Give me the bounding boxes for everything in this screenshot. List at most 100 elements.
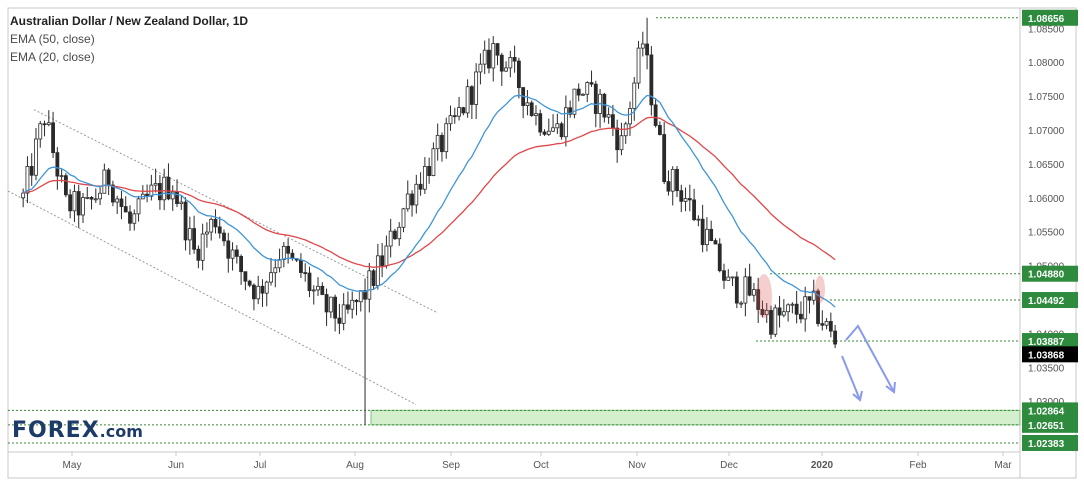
candle-body	[508, 57, 513, 69]
candle-body	[410, 193, 414, 206]
candle-body	[29, 166, 34, 176]
candle-body	[760, 309, 765, 316]
candle-body	[354, 299, 359, 303]
candle-body	[179, 201, 184, 205]
x-tick-label: Jul	[254, 460, 267, 471]
candle-body	[811, 290, 816, 301]
candle-body	[93, 198, 98, 201]
candle-body	[773, 307, 778, 335]
candle-body	[205, 231, 209, 235]
price-level-label: 1.08656	[1028, 14, 1065, 25]
price-level-label: 1.04492	[1028, 296, 1065, 307]
candle-body	[726, 276, 731, 281]
y-tick-label: 1.08000	[1028, 58, 1065, 69]
candle-body	[606, 114, 611, 118]
candle-body	[516, 60, 521, 88]
candle-body	[534, 113, 538, 116]
candle-body	[350, 299, 355, 310]
candle-body	[628, 108, 632, 125]
candle-body	[448, 115, 453, 125]
candle-body	[777, 307, 782, 316]
candle-body	[166, 176, 171, 200]
candle-body	[700, 218, 705, 246]
candle-body	[636, 47, 641, 84]
candle-body	[764, 309, 769, 316]
current-price-label: 1.03868	[1028, 350, 1065, 361]
candle-body	[666, 181, 671, 192]
candle-body	[427, 166, 432, 176]
x-tick-label: Aug	[346, 460, 364, 471]
x-tick-label: Oct	[533, 460, 549, 471]
projection-arrowhead	[885, 381, 896, 394]
y-tick-label: 1.06000	[1028, 194, 1065, 205]
price-level-tag	[1022, 9, 1078, 26]
candle-body	[794, 303, 799, 315]
candle-body	[491, 43, 496, 69]
candle-body	[128, 211, 132, 224]
candle-body	[34, 138, 38, 176]
candle-body	[563, 107, 568, 138]
candle-body	[397, 226, 402, 240]
x-tick-label: Mar	[994, 460, 1012, 471]
candle-body	[585, 82, 590, 95]
candle-body	[799, 313, 803, 320]
candle-body	[324, 294, 329, 313]
candle-body	[286, 245, 291, 254]
candle-body	[542, 131, 547, 135]
projection-arrowhead	[852, 390, 863, 402]
candle-body	[264, 281, 269, 294]
projection-arrow-left	[841, 355, 861, 401]
chart-title: Australian Dollar / New Zealand Dollar, …	[10, 14, 249, 28]
candle-body	[807, 296, 812, 301]
candle-body	[696, 218, 701, 221]
candle-body	[679, 190, 684, 202]
candle-body	[380, 255, 385, 266]
candle-body	[226, 240, 231, 259]
candle-body	[739, 302, 743, 305]
ema20-line	[22, 94, 836, 308]
candle-body	[431, 148, 436, 176]
candle-body	[222, 232, 226, 242]
candle-body	[833, 330, 838, 345]
candle-body	[469, 86, 474, 105]
candle-body	[21, 192, 26, 199]
candle-body	[709, 228, 714, 242]
chart-frame	[7, 7, 1077, 479]
candle-body	[281, 245, 286, 260]
price-level-label: 1.04880	[1028, 270, 1065, 281]
candle-body	[687, 198, 692, 201]
candle-body	[551, 127, 555, 132]
candle-body	[303, 272, 308, 274]
price-level-tag	[1022, 333, 1078, 350]
candle-body	[247, 280, 252, 286]
candle-body	[328, 296, 333, 313]
candle-body	[42, 123, 47, 126]
candle-body	[234, 249, 239, 257]
candle-body	[670, 168, 675, 192]
candle-body	[457, 107, 461, 117]
candle-body	[512, 57, 517, 62]
candle-body	[273, 267, 278, 274]
projection-arrow-right	[845, 324, 895, 393]
candle-body	[183, 201, 188, 241]
candle-body	[662, 134, 667, 182]
candle-body	[722, 270, 726, 281]
candle-body	[581, 93, 585, 96]
candle-body	[98, 192, 102, 200]
candle-body	[816, 290, 820, 325]
candle-body	[743, 276, 748, 304]
candle-body	[213, 218, 218, 228]
candle-body	[72, 191, 77, 212]
candle-body	[692, 199, 696, 221]
candle-body	[632, 82, 637, 109]
candle-body	[187, 228, 192, 241]
candle-body	[572, 88, 577, 115]
price-level-tag	[1022, 402, 1078, 419]
candle-body	[675, 168, 679, 192]
candle-body	[683, 198, 688, 202]
candle-body	[192, 228, 196, 250]
candle-body	[495, 43, 500, 56]
candle-body	[102, 169, 107, 194]
candle-body	[196, 248, 201, 261]
